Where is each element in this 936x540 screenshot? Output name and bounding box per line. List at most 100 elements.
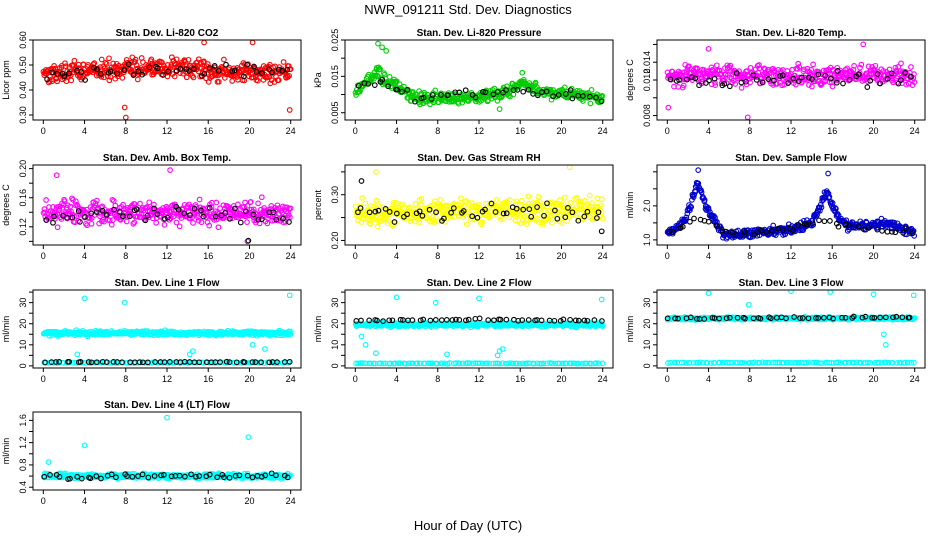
x-tick-label: 16 — [515, 126, 525, 136]
point-hourly — [903, 225, 909, 232]
point-all — [373, 197, 380, 204]
point-low — [125, 359, 131, 366]
y-tick-label: 10 — [330, 340, 340, 350]
point-hourly — [135, 68, 142, 75]
point-all — [90, 61, 97, 68]
point-low — [556, 360, 563, 367]
point-all — [83, 220, 89, 227]
point-hourly — [366, 209, 373, 216]
y-tick-label: 0.012 — [642, 69, 652, 92]
point-hourly — [139, 71, 145, 78]
point-hourly — [705, 218, 712, 225]
point-hourly — [211, 63, 218, 69]
point-low — [902, 359, 908, 366]
point-all — [50, 204, 56, 210]
point-low — [803, 359, 810, 366]
point-hourly — [380, 318, 386, 324]
point-all — [246, 211, 253, 218]
point-all — [287, 331, 294, 338]
y-tick-label: 1.0 — [642, 234, 652, 247]
point-hourly — [869, 314, 875, 321]
point-hourly — [286, 358, 293, 365]
outlier-point — [244, 238, 251, 245]
x-tick-label: 0 — [353, 374, 358, 384]
point-hourly — [165, 68, 171, 75]
point-hourly — [274, 359, 280, 365]
point-all — [525, 193, 532, 200]
x-tick-label: 8 — [435, 251, 440, 261]
x-tick-label: 20 — [244, 374, 254, 384]
point-hourly — [110, 359, 117, 365]
outlier-point — [189, 348, 196, 354]
point-all — [54, 78, 61, 85]
point-all — [133, 62, 140, 68]
y-tick-label: 0.014 — [642, 51, 652, 74]
point-hourly — [252, 359, 259, 365]
point-hourly — [99, 358, 106, 365]
point-all — [599, 215, 606, 222]
panel-title-amb-box-temp: Stan. Dev. Amb. Box Temp. — [103, 153, 231, 164]
point-all — [399, 201, 406, 207]
point-hourly — [416, 208, 423, 215]
point-hourly — [795, 78, 802, 85]
point-hourly — [160, 72, 166, 78]
point-hourly — [273, 216, 280, 223]
point-low — [380, 360, 387, 367]
point-hourly — [223, 358, 230, 365]
point-hourly — [253, 69, 260, 75]
point-low — [510, 360, 517, 367]
point-all — [137, 200, 143, 207]
point-all — [173, 219, 180, 226]
x-tick-label: 12 — [162, 374, 172, 384]
point-low — [575, 360, 582, 367]
point-hourly — [798, 74, 805, 81]
point-all — [712, 79, 718, 86]
point-hourly — [258, 359, 264, 366]
x-tick-label: 16 — [827, 251, 837, 261]
point-hourly — [215, 68, 222, 74]
point-all — [598, 209, 605, 216]
point-hourly — [417, 317, 424, 324]
x-tick-label: 4 — [82, 374, 87, 384]
point-hourly — [433, 209, 439, 216]
outlier-point — [262, 346, 268, 352]
point-all — [429, 214, 436, 221]
point-all — [51, 63, 57, 69]
x-tick-label: 16 — [515, 251, 525, 261]
point-low — [871, 360, 878, 366]
point-hourly — [412, 98, 418, 105]
point-hourly — [859, 314, 866, 321]
point-hourly — [259, 70, 265, 76]
point-hourly — [280, 215, 286, 222]
point-low — [818, 360, 825, 366]
point-hourly — [569, 209, 576, 216]
point-hourly — [835, 223, 842, 230]
point-all — [713, 62, 720, 69]
point-all — [287, 205, 294, 212]
point-low — [456, 360, 463, 367]
outlier-point — [358, 178, 365, 184]
point-hourly — [177, 65, 184, 72]
point-hourly — [427, 317, 434, 324]
point-all — [567, 200, 574, 206]
point-all — [140, 59, 146, 65]
x-tick-label: 20 — [868, 251, 878, 261]
panel-title-li820-temp: Stan. Dev. Li-820 Temp. — [736, 28, 847, 39]
point-all — [244, 202, 251, 209]
point-hourly — [244, 61, 250, 68]
point-low — [513, 360, 520, 367]
point-hourly — [409, 317, 416, 323]
point-all — [599, 323, 606, 329]
point-all — [211, 217, 218, 223]
ylabel-li820-pressure: kPa — [313, 72, 323, 88]
point-hourly — [488, 200, 495, 207]
y-tick-label: 0 — [642, 363, 652, 368]
point-low — [97, 359, 104, 366]
point-hourly — [738, 79, 745, 86]
point-hourly — [371, 82, 378, 88]
point-low — [167, 359, 174, 366]
point-all — [374, 223, 381, 230]
point-low — [759, 359, 766, 366]
point-hourly — [667, 76, 674, 83]
point-hourly — [567, 316, 573, 323]
